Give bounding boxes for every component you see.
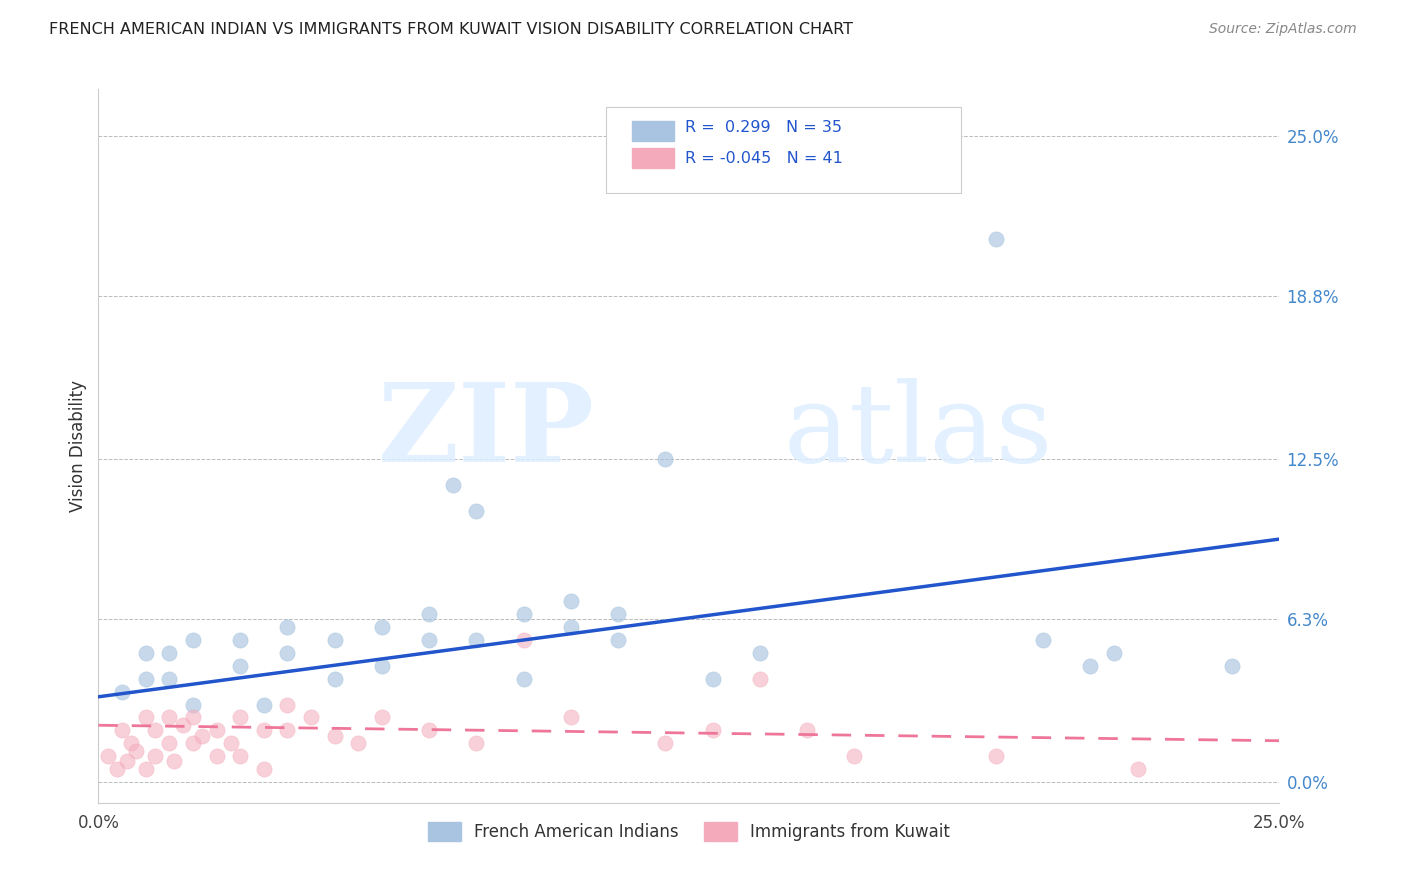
Point xyxy=(465,632,488,647)
Point xyxy=(1220,658,1243,673)
Point xyxy=(441,477,464,491)
FancyBboxPatch shape xyxy=(633,148,673,168)
Point xyxy=(702,672,724,686)
Point xyxy=(115,755,138,769)
Point xyxy=(172,718,194,732)
Y-axis label: Vision Disability: Vision Disability xyxy=(69,380,87,512)
Point xyxy=(347,736,370,750)
FancyBboxPatch shape xyxy=(633,121,673,141)
Point xyxy=(371,710,394,724)
Point xyxy=(97,749,120,764)
Point xyxy=(323,672,346,686)
Point xyxy=(121,736,143,750)
Point xyxy=(105,762,128,776)
Point xyxy=(748,646,770,660)
Point xyxy=(229,710,252,724)
Point xyxy=(607,632,630,647)
Point xyxy=(157,646,180,660)
Text: R = -0.045   N = 41: R = -0.045 N = 41 xyxy=(685,151,844,166)
Point xyxy=(844,749,866,764)
Point xyxy=(205,723,228,738)
Point xyxy=(181,736,204,750)
Point xyxy=(253,762,276,776)
Point xyxy=(111,723,134,738)
Point xyxy=(276,723,298,738)
Point xyxy=(984,232,1007,246)
Point xyxy=(276,646,298,660)
Point xyxy=(157,710,180,724)
Point xyxy=(702,723,724,738)
Point xyxy=(143,723,166,738)
Point xyxy=(465,503,488,517)
Point xyxy=(276,620,298,634)
Point xyxy=(299,710,322,724)
Point xyxy=(135,762,157,776)
Point xyxy=(135,672,157,686)
Point xyxy=(135,646,157,660)
Point xyxy=(323,632,346,647)
Point xyxy=(157,672,180,686)
Point xyxy=(654,736,676,750)
Point xyxy=(1032,632,1054,647)
Point xyxy=(418,632,440,647)
FancyBboxPatch shape xyxy=(606,107,960,193)
Text: atlas: atlas xyxy=(783,378,1053,485)
Point xyxy=(512,632,534,647)
Point xyxy=(253,723,276,738)
Point xyxy=(323,729,346,743)
Text: Source: ZipAtlas.com: Source: ZipAtlas.com xyxy=(1209,22,1357,37)
Text: FRENCH AMERICAN INDIAN VS IMMIGRANTS FROM KUWAIT VISION DISABILITY CORRELATION C: FRENCH AMERICAN INDIAN VS IMMIGRANTS FRO… xyxy=(49,22,853,37)
Point xyxy=(205,749,228,764)
Point xyxy=(1126,762,1149,776)
Point xyxy=(560,710,582,724)
Point xyxy=(984,749,1007,764)
Point xyxy=(229,658,252,673)
Text: R =  0.299   N = 35: R = 0.299 N = 35 xyxy=(685,120,842,135)
Point xyxy=(512,672,534,686)
Point xyxy=(191,729,214,743)
Point xyxy=(371,658,394,673)
Point xyxy=(1080,658,1102,673)
Point xyxy=(418,607,440,621)
Point xyxy=(512,607,534,621)
Legend: French American Indians, Immigrants from Kuwait: French American Indians, Immigrants from… xyxy=(420,815,957,848)
Point xyxy=(135,710,157,724)
Point xyxy=(276,698,298,712)
Point xyxy=(229,632,252,647)
Point xyxy=(560,594,582,608)
Point xyxy=(748,672,770,686)
Text: ZIP: ZIP xyxy=(378,378,595,485)
Point xyxy=(371,620,394,634)
Point xyxy=(111,684,134,698)
Point xyxy=(1102,646,1125,660)
Point xyxy=(465,736,488,750)
Point xyxy=(229,749,252,764)
Point xyxy=(253,698,276,712)
Point xyxy=(181,632,204,647)
Point xyxy=(418,723,440,738)
Point xyxy=(219,736,242,750)
Point xyxy=(125,744,148,758)
Point xyxy=(560,620,582,634)
Point xyxy=(143,749,166,764)
Point xyxy=(654,451,676,466)
Point xyxy=(181,698,204,712)
Point xyxy=(157,736,180,750)
Point xyxy=(607,607,630,621)
Point xyxy=(796,723,818,738)
Point xyxy=(163,755,186,769)
Point xyxy=(181,710,204,724)
